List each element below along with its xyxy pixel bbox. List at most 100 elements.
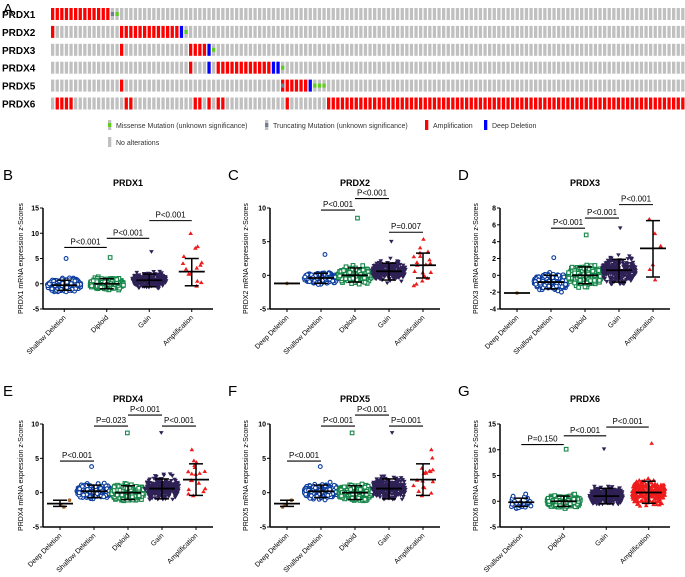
- sample-no-alteration: [253, 43, 257, 56]
- sample-amplification: [630, 97, 634, 110]
- sample-no-alteration: [552, 25, 556, 38]
- sample-no-alteration: [294, 61, 299, 74]
- sample-amplification: [60, 97, 64, 110]
- group-gain: [142, 431, 182, 502]
- sample-amplification: [69, 97, 73, 110]
- x-tick-label: Gain: [137, 314, 152, 329]
- sample-no-alteration: [170, 97, 174, 110]
- sample-no-alteration: [78, 97, 82, 110]
- sample-no-alteration: [547, 8, 552, 20]
- sample-amplification: [483, 97, 487, 110]
- sample-no-alteration: [133, 97, 138, 110]
- sample-amplification: [409, 97, 414, 110]
- sample-no-alteration: [368, 79, 372, 92]
- data-point: [610, 262, 616, 267]
- data-point: [175, 489, 181, 493]
- sample-no-alteration: [483, 43, 487, 56]
- sample-no-alteration: [672, 25, 676, 38]
- sample-amplification: [152, 25, 156, 38]
- sample-no-alteration: [382, 43, 386, 56]
- sample-no-alteration: [419, 61, 423, 74]
- data-point: [400, 263, 406, 268]
- y-tick-label: -4: [490, 307, 496, 314]
- legend-item-deep: Deep Deletion: [484, 120, 536, 130]
- sample-no-alteration: [51, 97, 55, 110]
- sample-no-alteration: [616, 79, 621, 92]
- sample-no-alteration: [635, 61, 639, 74]
- data-point: [399, 497, 405, 502]
- sample-no-alteration: [543, 8, 547, 20]
- sample-no-alteration: [543, 43, 547, 56]
- sample-amplification: [74, 8, 78, 20]
- data-point: [119, 492, 125, 498]
- sample-amplification: [501, 97, 506, 110]
- sample-no-alteration: [317, 43, 322, 56]
- data-point: [596, 268, 602, 273]
- group-shallow-deletion: [74, 464, 114, 502]
- sample-amplification: [64, 97, 69, 110]
- sample-no-alteration: [589, 61, 593, 74]
- sample-no-alteration: [598, 79, 602, 92]
- sample-no-alteration: [354, 79, 358, 92]
- sample-no-alteration: [649, 61, 653, 74]
- data-point: [154, 283, 160, 287]
- data-point: [130, 278, 136, 283]
- data-point: [186, 491, 191, 496]
- sample-no-alteration: [653, 79, 657, 92]
- sample-no-alteration: [593, 61, 598, 74]
- sample-no-alteration: [189, 25, 193, 38]
- sample-amplification: [428, 97, 432, 110]
- x-tick-label: Diploid: [338, 532, 358, 552]
- sample-no-alteration: [202, 61, 207, 74]
- data-point: [389, 239, 394, 244]
- data-point: [163, 275, 168, 280]
- y-tick-label: 10: [258, 206, 266, 213]
- data-point: [197, 471, 202, 475]
- sample-no-alteration: [138, 61, 142, 74]
- sample-no-alteration: [520, 79, 524, 92]
- data-point: [590, 268, 596, 274]
- sample-no-alteration: [681, 25, 685, 38]
- data-point: [604, 280, 610, 284]
- sample-no-alteration: [529, 8, 533, 20]
- sample-no-alteration: [515, 61, 519, 74]
- truncating-mutation-mark: [110, 12, 115, 16]
- data-point: [378, 265, 384, 270]
- y-tick-label: 2: [492, 256, 496, 263]
- sample-amplification: [547, 97, 552, 110]
- sample-amplification: [138, 25, 142, 38]
- data-point: [611, 271, 617, 276]
- sample-amplification: [396, 97, 400, 110]
- sample-no-alteration: [267, 43, 271, 56]
- sample-no-alteration: [414, 25, 418, 38]
- sample-no-alteration: [538, 25, 542, 38]
- data-point: [355, 215, 360, 221]
- sample-no-alteration: [373, 25, 377, 38]
- sample-no-alteration: [672, 43, 676, 56]
- sample-no-alteration: [138, 79, 142, 92]
- sample-no-alteration: [630, 61, 634, 74]
- group-shallow-deletion: [301, 252, 340, 287]
- sample-no-alteration: [621, 25, 625, 38]
- sample-no-alteration: [271, 79, 276, 92]
- oncoprint-row-prdx5: PRDX5: [2, 79, 685, 93]
- x-tick-label: Gain: [377, 532, 392, 547]
- sample-no-alteration: [166, 43, 170, 56]
- y-tick-label: 5: [262, 239, 266, 246]
- data-point: [194, 265, 200, 270]
- sample-no-alteration: [630, 79, 634, 92]
- sample-no-alteration: [575, 43, 579, 56]
- sample-no-alteration: [386, 79, 391, 92]
- sample-amplification: [442, 97, 446, 110]
- sample-no-alteration: [511, 43, 515, 56]
- sample-no-alteration: [184, 97, 188, 110]
- y-tick-label: -5: [260, 525, 266, 532]
- data-point: [63, 256, 69, 261]
- sample-no-alteration: [529, 79, 533, 92]
- sample-no-alteration: [189, 97, 193, 110]
- sample-no-alteration: [258, 8, 262, 20]
- sample-amplification: [593, 97, 598, 110]
- sample-no-alteration: [308, 25, 312, 38]
- sample-no-alteration: [253, 8, 257, 20]
